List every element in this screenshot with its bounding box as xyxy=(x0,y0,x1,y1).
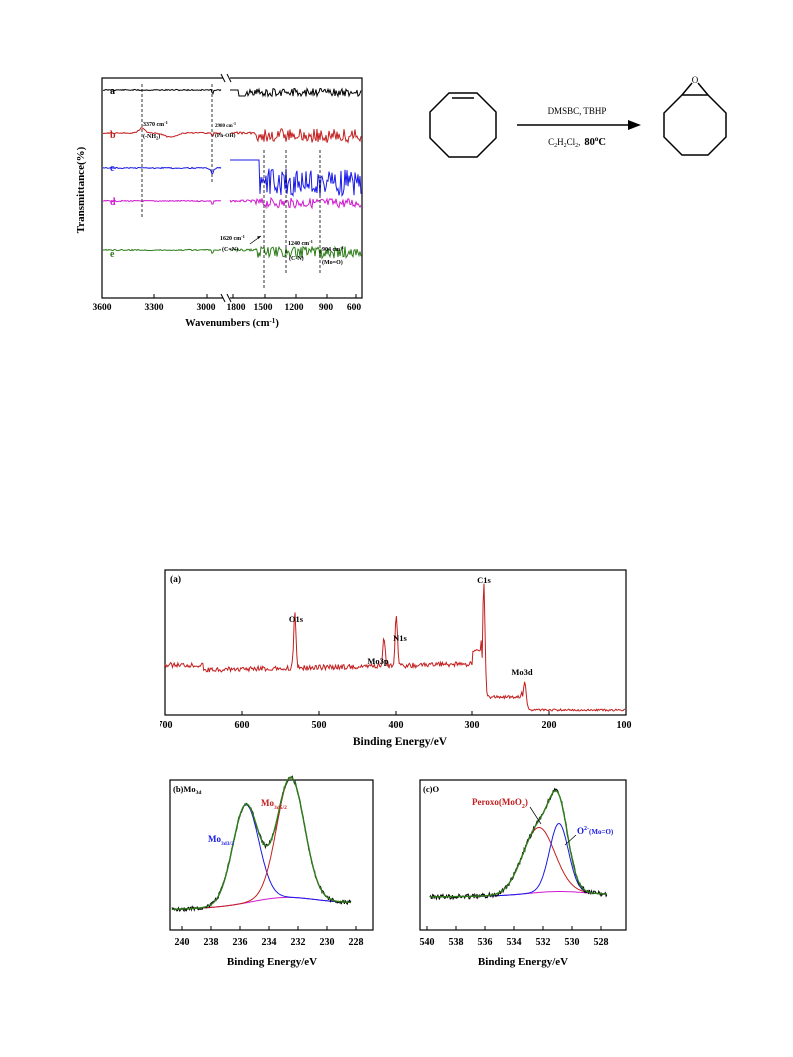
peak-label-n1s: N1s xyxy=(393,633,407,643)
ftir-tick-1800: 1800 xyxy=(227,303,246,313)
xps-mo3d-figure: (b)Mo3d Mo3d3/2 Mo3d5/2 240 238 236 234 … xyxy=(169,775,374,968)
mo3d-envelope xyxy=(171,776,351,910)
series-label-e: e xyxy=(110,249,115,260)
o1s-tick-538: 538 xyxy=(449,937,464,948)
survey-tick-200: 200 xyxy=(542,720,557,731)
peak-label-o1s: O1s xyxy=(289,614,304,624)
mo3d-tick-238: 238 xyxy=(204,937,219,948)
survey-panel-label: (a) xyxy=(170,574,181,585)
peak-label-c1s: C1s xyxy=(477,575,491,585)
o1s-tick-540: 540 xyxy=(420,937,435,948)
ftir-series-e-right xyxy=(229,245,362,260)
survey-tick-400: 400 xyxy=(389,720,404,731)
ftir-tick-900: 900 xyxy=(319,303,334,313)
reaction-scheme: DMSBC, TBHP C2H2Cl2, 80oC O xyxy=(429,75,727,158)
annot-cn-value: 1620 cm-1 xyxy=(220,234,246,242)
o1s-frame xyxy=(419,779,627,931)
series-label-b: b xyxy=(110,130,116,141)
o1s-tick-528: 528 xyxy=(594,937,609,948)
ftir-series-b-right xyxy=(229,128,362,144)
survey-xlabel: Binding Energy/eV xyxy=(353,736,448,748)
mo-oxo-label: O2-(Mo=O) xyxy=(577,826,614,836)
annot-moo-value: 904 cm-1 xyxy=(322,245,345,253)
ftir-axis-break xyxy=(223,72,230,304)
ftir-tick-1200: 1200 xyxy=(285,303,304,313)
survey-curve xyxy=(164,583,626,712)
mo3d-xlabel: Binding Energy/eV xyxy=(227,956,317,968)
ftir-series-e-left xyxy=(102,248,222,255)
peak-label-mo3p: Mo3p xyxy=(367,656,389,666)
xps-o1s-figure: (c)O Peroxo(MoO2) O2-(Mo=O) 540 538 536 … xyxy=(419,779,627,968)
mo3d-tick-234: 234 xyxy=(262,937,277,948)
o1s-panel-label: (c)O xyxy=(423,784,439,794)
annot-nh2-group: (-NH2) xyxy=(143,133,160,141)
ftir-series-d-left xyxy=(103,199,222,205)
peak-label-mo3d: Mo3d xyxy=(511,667,533,677)
o1s-tick-536: 536 xyxy=(478,937,493,948)
ftir-series-a-left xyxy=(102,88,222,95)
ftir-series-d-right xyxy=(229,196,362,210)
ftir-xlabel: Wavenumbers (cm-1) xyxy=(185,317,279,329)
peroxo-label: Peroxo(MoO2) xyxy=(472,797,528,810)
xps-survey-figure: (a) O1s Mo3p N1s C1s Mo3d 700 600 500 40… xyxy=(160,569,632,748)
mo3d32-label: Mo3d3/2 xyxy=(208,834,234,847)
annot-cn2-group: (C-N) xyxy=(289,255,304,262)
mo3d-panel-label: (b)Mo3d xyxy=(173,784,201,796)
ftir-curves xyxy=(102,87,362,260)
mo3d-tick-236: 236 xyxy=(233,937,248,948)
mo3d-curves xyxy=(171,775,352,913)
cyclooctene-ring xyxy=(429,92,497,158)
o1s-tick-534: 534 xyxy=(507,937,522,948)
annot-moo-group: (Mo=O) xyxy=(322,259,343,266)
ftir-frame xyxy=(101,77,363,299)
ftir-series-c-left xyxy=(102,166,222,175)
conditions-label: C2H2Cl2, 80oC xyxy=(548,135,606,149)
ftir-series-b-left xyxy=(102,127,222,138)
annot-nh2-value: 3370 cm-1 xyxy=(143,120,169,128)
mo3d-tick-240: 240 xyxy=(175,937,190,948)
o1s-xlabel: Binding Energy/eV xyxy=(478,956,568,968)
o1s-curves xyxy=(429,787,608,901)
survey-tick-700: 700 xyxy=(160,720,173,731)
survey-spectrum xyxy=(164,583,626,712)
survey-tick-500: 500 xyxy=(312,720,327,731)
ftir-tick-1500: 1500 xyxy=(254,303,273,313)
series-label-c: c xyxy=(110,163,115,174)
ftir-series-a-right xyxy=(230,87,362,98)
epoxide-oxygen: O xyxy=(692,75,699,85)
series-label-a: a xyxy=(110,86,115,97)
mo3d52-label: Mo3d5/2 xyxy=(261,798,287,811)
ftir-tick-3300: 3300 xyxy=(145,303,164,313)
survey-tick-100: 100 xyxy=(617,720,632,731)
series-label-d: d xyxy=(110,197,116,208)
ftir-figure: a b c d e 3370 cm-1 (-NH2) 2980 cm-1 (Ph… xyxy=(75,72,363,329)
ftir-tick-3000: 3000 xyxy=(197,303,216,313)
mo3d-tick-230: 230 xyxy=(320,937,335,948)
o1s-tick-532: 532 xyxy=(536,937,551,948)
mo3d-experimental xyxy=(171,775,352,913)
ftir-guides xyxy=(141,84,321,288)
annot-phoh-group: (Ph-OH) xyxy=(215,132,236,139)
mo3d-tick-228: 228 xyxy=(349,937,364,948)
survey-tick-300: 300 xyxy=(465,720,480,731)
mo3d-frame xyxy=(169,779,374,931)
survey-tick-600: 600 xyxy=(235,720,250,731)
annot-phoh-value: 2980 cm-1 xyxy=(215,121,236,129)
annot-cn-group: (C=N) xyxy=(222,246,238,253)
ftir-ylabel: Transmittance(%) xyxy=(75,146,87,233)
mo3d-tick-232: 232 xyxy=(291,937,306,948)
epoxide-ring xyxy=(663,94,727,156)
o1s-envelope xyxy=(429,790,607,898)
ftir-tick-3600: 3600 xyxy=(93,303,112,313)
reagents-label: DMSBC, TBHP xyxy=(548,106,607,116)
o1s-tick-530: 530 xyxy=(565,937,580,948)
ftir-tick-600: 600 xyxy=(347,303,362,313)
ftir-series-c-right xyxy=(230,159,362,198)
annot-cn2-value: 1240 cm-1 xyxy=(288,239,314,247)
